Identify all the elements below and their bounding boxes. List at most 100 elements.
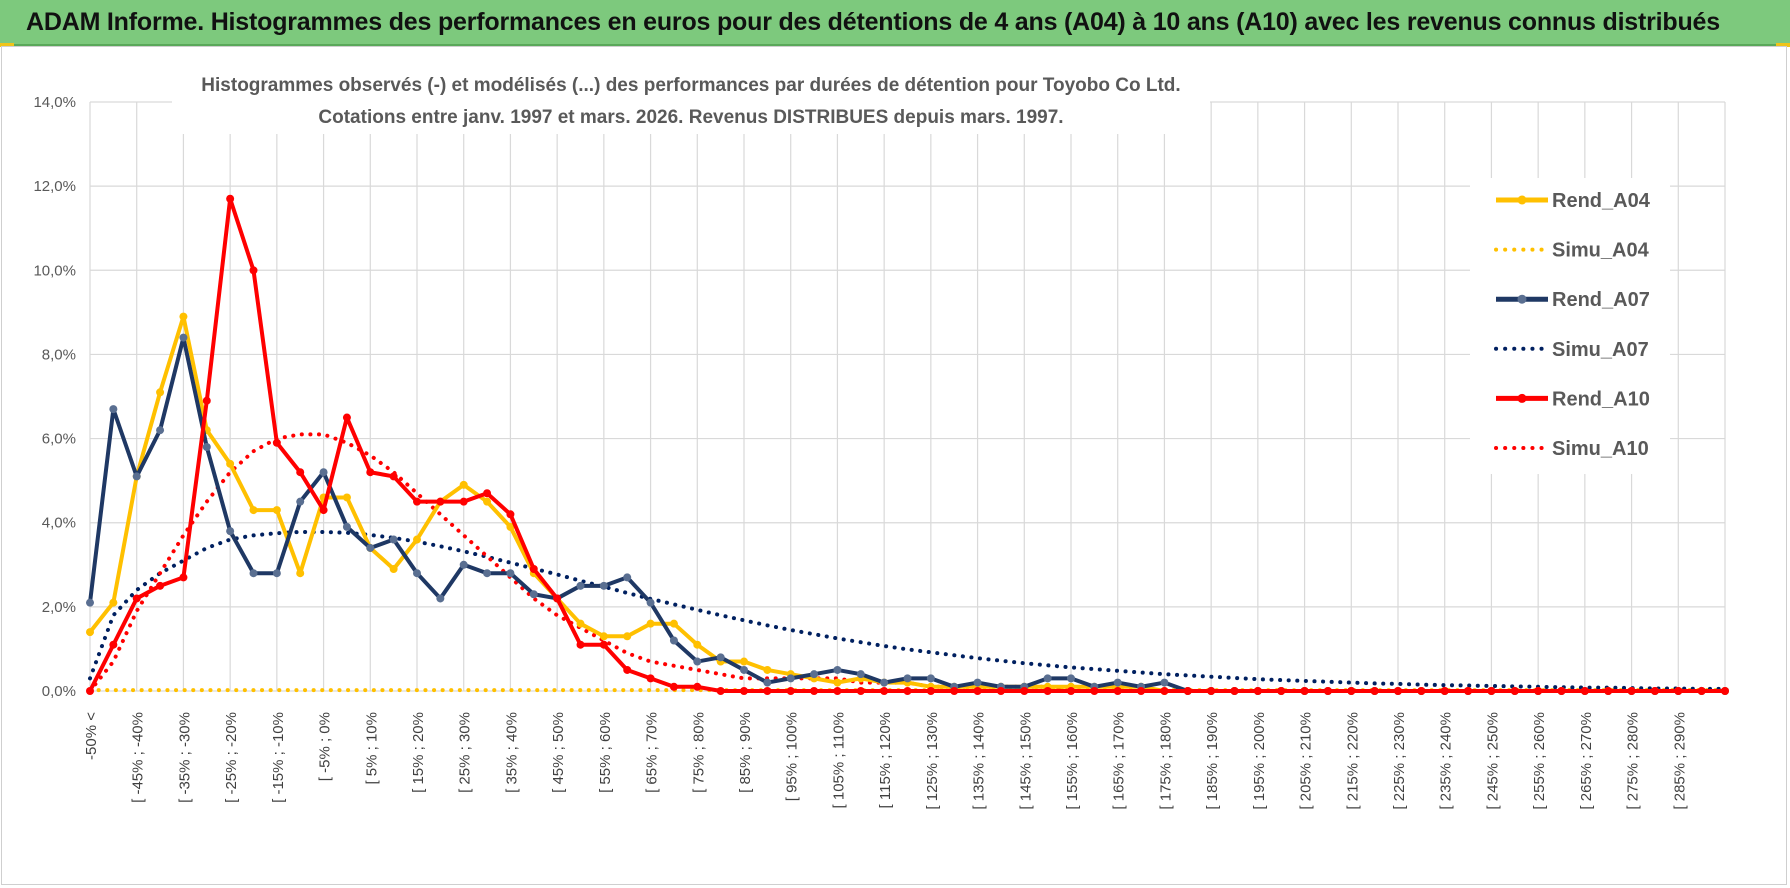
data-point (272, 506, 281, 515)
x-tick-label: [ 225% ; 230% (1391, 712, 1408, 810)
x-tick-label: [ -5% ; 0% (317, 712, 334, 781)
data-point (623, 573, 632, 582)
x-tick-label: [ 175% ; 180% (1157, 712, 1174, 810)
chart-frame (1, 46, 1787, 885)
data-point (366, 468, 375, 477)
data-point (249, 266, 258, 275)
data-point (132, 594, 141, 603)
x-tick-label: [ -25% ; -20% (223, 712, 240, 803)
data-point (202, 396, 211, 405)
chart-title-line1: Histogrammes observés (-) et modélisés (… (201, 75, 1180, 96)
legend-entry-simu-a04: Simu_A04 (1494, 240, 1650, 262)
data-point (436, 594, 445, 603)
data-point (693, 640, 702, 649)
data-point (483, 497, 492, 506)
data-point (599, 581, 608, 590)
data-point (669, 619, 678, 628)
data-point (996, 687, 1005, 695)
series-line (88, 529, 1727, 691)
data-point (1440, 687, 1449, 695)
data-point (1347, 687, 1356, 695)
x-tick-label: [ 165% ; 170% (1111, 712, 1128, 810)
y-tick-label: 4,0% (42, 515, 76, 532)
data-point (903, 674, 912, 683)
legend-marker (1517, 393, 1527, 403)
chart-title-background (172, 68, 1210, 134)
x-tick-label: [ 285% ; 290% (1671, 712, 1688, 810)
data-point (389, 535, 398, 544)
data-point (249, 569, 258, 578)
legend-entry-rend-a07: Rend_A07 (1496, 289, 1650, 311)
data-point (1650, 687, 1659, 695)
legend-entry-rend-a10: Rend_A10 (1496, 388, 1650, 410)
x-tick-label: [ 45% ; 50% (550, 712, 567, 793)
x-tick-label: [ 95% ; 100% (784, 712, 801, 801)
data-point (1253, 687, 1262, 695)
data-point (319, 506, 328, 515)
data-point (179, 573, 188, 582)
legend-entry-simu-a07: Simu_A07 (1494, 339, 1649, 361)
y-tick-label: 0,0% (42, 683, 76, 700)
data-point (342, 413, 351, 422)
data-point (342, 522, 351, 531)
legend-entry-simu-a10: Simu_A10 (1494, 438, 1649, 460)
data-point (272, 569, 281, 578)
data-point (973, 687, 982, 695)
data-point (413, 569, 421, 578)
x-tick-label: [ 255% ; 260% (1531, 712, 1548, 810)
data-point (1230, 687, 1239, 695)
data-point (716, 653, 725, 662)
data-point (1721, 687, 1729, 695)
x-tick-label: [ -15% ; -10% (270, 712, 287, 803)
data-point (1464, 687, 1473, 695)
data-point (599, 632, 608, 641)
data-point (1417, 687, 1426, 695)
data-point (553, 594, 562, 603)
data-point (1627, 687, 1636, 695)
data-point (903, 687, 912, 695)
data-point (156, 426, 165, 435)
data-point (413, 535, 421, 544)
data-point (1277, 687, 1286, 695)
data-point (669, 636, 678, 645)
data-point (366, 543, 375, 552)
x-tick-label: [ 185% ; 190% (1204, 712, 1221, 810)
data-point (1510, 687, 1519, 695)
legend-marker (1517, 294, 1527, 304)
data-point (296, 468, 305, 477)
data-point (576, 581, 585, 590)
data-point (1113, 687, 1122, 695)
data-point (1674, 687, 1683, 695)
data-point (693, 657, 702, 666)
data-point (786, 687, 795, 695)
legend-marker (1517, 195, 1527, 205)
data-point (786, 674, 795, 683)
data-point (1043, 674, 1052, 683)
data-point (1113, 678, 1122, 687)
series-layer (86, 194, 1729, 695)
legend-label: Rend_A07 (1552, 289, 1650, 311)
legend: Rend_A04 Simu_A04 Rend_A07 Simu_A07 Rend_A10… (1470, 178, 1670, 474)
data-point (1207, 687, 1216, 695)
data-point (506, 510, 515, 519)
data-point (810, 687, 819, 695)
data-point (740, 687, 748, 695)
chart-title-line2: Cotations entre janv. 1997 et mars. 2026… (318, 107, 1063, 128)
data-point (623, 632, 632, 641)
data-point (86, 687, 94, 695)
data-point (950, 687, 959, 695)
y-tick-label: 2,0% (42, 599, 76, 616)
data-point (740, 665, 748, 674)
x-tick-label: [ 35% ; 40% (503, 712, 520, 793)
data-point (132, 472, 141, 481)
data-point (1183, 687, 1192, 695)
data-point (202, 442, 211, 451)
data-point (1067, 687, 1075, 695)
x-tick-label: [ 5% ; 10% (363, 712, 380, 785)
data-point (529, 590, 538, 599)
x-tick-label: [ 65% ; 70% (644, 712, 661, 793)
data-point (1604, 687, 1613, 695)
data-point (179, 312, 188, 321)
data-point (156, 388, 165, 397)
data-point (459, 497, 468, 506)
